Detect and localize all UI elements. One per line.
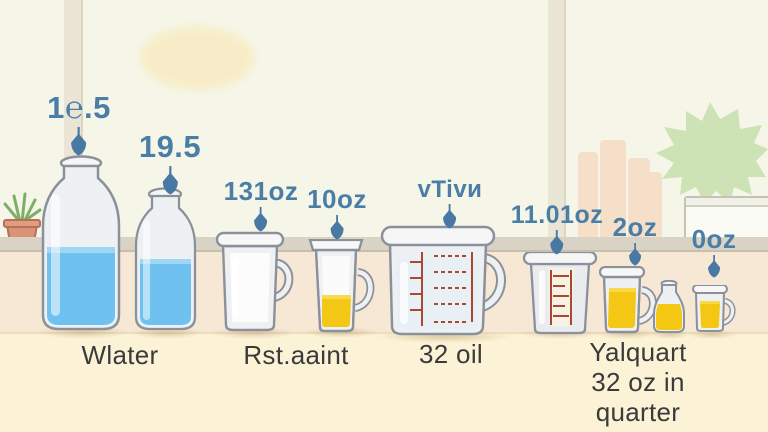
vessel-shadow [686, 330, 738, 339]
measurement-label-measuring-cup: 11.01oz [511, 202, 603, 255]
caption-quart-line2: 32 oz in quarter [591, 367, 685, 427]
background-block [578, 152, 598, 237]
sun-glow [140, 26, 255, 90]
measurement-label-bottle-large: 1℮.5 [47, 90, 111, 156]
vessel-shadow [650, 330, 690, 339]
window-plant-bush [656, 102, 768, 203]
measurement-label-pitcher: vTivи [418, 177, 483, 229]
caption-paint: Rst.aaint [243, 340, 349, 370]
measurement-value: vTivи [417, 176, 483, 203]
arrow-down-icon [629, 243, 641, 266]
measurement-label-cup-yellow: 10oz [307, 184, 367, 240]
measurement-value: 19.5 [138, 129, 202, 164]
cup-yellow [308, 239, 375, 333]
measurement-label-bottle-medium: 19.5 [138, 129, 202, 195]
cup-white [215, 231, 294, 332]
arrow-down-icon [443, 204, 457, 229]
mug-tiny [692, 285, 736, 332]
counter-surface [0, 332, 768, 432]
measurement-value: 10oz [307, 184, 367, 214]
arrow-down-icon [330, 215, 344, 240]
background-block [628, 158, 650, 237]
mug-yellow [598, 266, 657, 334]
window-frame-right [548, 0, 566, 250]
planter-rim [686, 198, 768, 207]
arrow-down-icon [708, 255, 720, 278]
planter-box [684, 196, 768, 239]
caption-oil: 32 oil [419, 339, 483, 369]
arrow-down-icon [550, 230, 564, 255]
measurement-value: 0oz [691, 224, 737, 254]
vessel-shadow [303, 327, 379, 338]
arrow-down-icon [254, 207, 268, 232]
measuring-cup [522, 252, 598, 335]
arrow-down-icon [162, 165, 178, 195]
caption-water: Wlater [81, 340, 159, 370]
background-block [600, 140, 626, 237]
bottle-medium [134, 187, 197, 331]
arrow-down-icon [71, 126, 87, 156]
measurement-label-mug-yellow: 2oz [612, 212, 658, 266]
measurement-value: 11.01oz [510, 201, 604, 229]
bottle-large [41, 155, 121, 331]
vessel-shadow [594, 329, 660, 339]
cruet-bottle [653, 280, 685, 333]
measurement-label-cup-white: 131oz [223, 176, 299, 232]
background-block [648, 172, 662, 237]
measurement-label-mug-tiny: 0oz [691, 224, 737, 278]
pitcher-large [380, 225, 506, 336]
measurement-value: 131oz [223, 176, 299, 206]
measurement-value: 1℮.5 [47, 90, 111, 125]
measurement-value: 2oz [612, 212, 658, 242]
caption-quart: Yalquart 32 oz in quarter [573, 337, 703, 427]
caption-quart-line1: Yalquart [589, 337, 687, 367]
